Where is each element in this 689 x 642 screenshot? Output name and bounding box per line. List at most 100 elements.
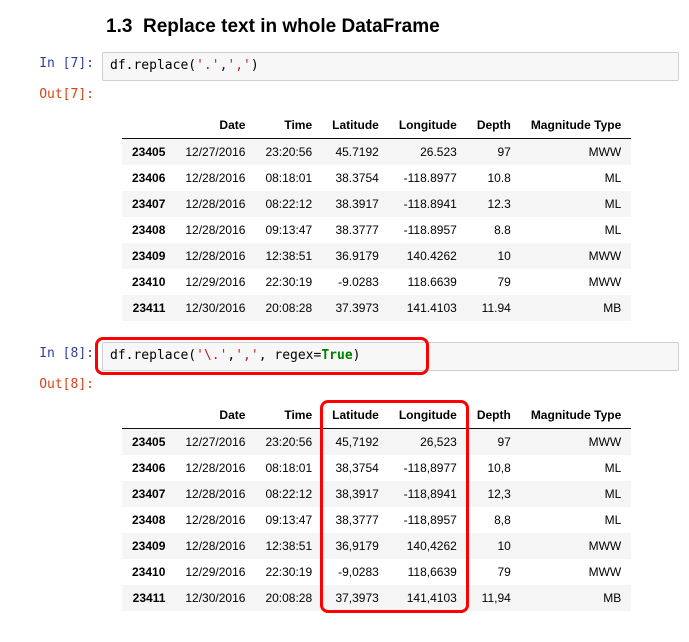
cell: 12/28/2016 [175,455,255,481]
cell: 38.3777 [322,217,389,243]
cell: MWW [521,269,631,295]
cell: 12/28/2016 [175,533,255,559]
cell: 26,523 [389,428,467,455]
cell: 38.3917 [322,191,389,217]
cell: -118.8977 [389,165,467,191]
cell: 38,3754 [322,455,389,481]
cell: 12/30/2016 [175,585,255,611]
cell: 140.4262 [389,243,467,269]
cell: 12/28/2016 [175,165,255,191]
cell: 23:20:56 [255,138,322,165]
output-cell-7: Out[7]: [10,83,679,104]
in-prompt-7: In [7]: [10,52,102,81]
cell: 45.7192 [322,138,389,165]
cell: MB [521,585,631,611]
table-row: 2340712/28/201608:22:1238.3917-118.89411… [122,191,631,217]
cell: 8,8 [467,507,521,533]
output-cell-8: Out[8]: [10,373,679,394]
table-row: 2340912/28/201612:38:5136,9179140,426210… [122,533,631,559]
column-header: Depth [467,112,521,139]
cell: -9.0283 [322,269,389,295]
cell: 12/28/2016 [175,507,255,533]
table-row: 2341012/29/201622:30:19-9.0283118.663979… [122,269,631,295]
cell: 12.3 [467,191,521,217]
cell: 10 [467,533,521,559]
heading-title: Replace text in whole DataFrame [143,16,440,37]
row-index: 23405 [122,428,175,455]
cell: 12/30/2016 [175,295,255,321]
cell: MWW [521,138,631,165]
cell: 79 [467,559,521,585]
table-row: 2340812/28/201609:13:4738.3777-118.89578… [122,217,631,243]
cell: 10 [467,243,521,269]
cell: ML [521,191,631,217]
row-index: 23406 [122,455,175,481]
cell: 141.4103 [389,295,467,321]
row-index: 23410 [122,269,175,295]
cell: -118.8957 [389,217,467,243]
cell: -118.8941 [389,191,467,217]
cell: -118,8957 [389,507,467,533]
cell: 12:38:51 [255,533,322,559]
cell: 12/27/2016 [175,138,255,165]
dataframe-output-7: DateTimeLatitudeLongitudeDepthMagnitude … [122,112,631,321]
code-input-7[interactable]: df.replace('.',',') [102,52,679,81]
cell: ML [521,455,631,481]
code-input-8[interactable]: df.replace('\.',',', regex=True) [102,342,679,371]
cell: MWW [521,559,631,585]
row-index: 23411 [122,585,175,611]
row-index: 23408 [122,217,175,243]
section-heading: 1.3 Replace text in whole DataFrame [106,16,679,38]
cell: 08:22:12 [255,191,322,217]
cell: 23:20:56 [255,428,322,455]
cell: ML [521,507,631,533]
cell: -9,0283 [322,559,389,585]
cell: 36.9179 [322,243,389,269]
table-row: 2340512/27/201623:20:5645,719226,52397MW… [122,428,631,455]
cell: 26.523 [389,138,467,165]
cell: 118.6639 [389,269,467,295]
out-prompt-8: Out[8]: [10,373,102,394]
in-prompt-8: In [8]: [10,342,102,371]
cell: 12/29/2016 [175,559,255,585]
column-header: Date [175,112,255,139]
cell: 45,7192 [322,428,389,455]
cell: 38,3777 [322,507,389,533]
cell: ML [521,165,631,191]
cell: 12:38:51 [255,243,322,269]
cell: MB [521,295,631,321]
cell: -118,8941 [389,481,467,507]
cell: MWW [521,428,631,455]
cell: 12/28/2016 [175,191,255,217]
cell: 12/28/2016 [175,243,255,269]
table-row: 2341012/29/201622:30:19-9,0283118,663979… [122,559,631,585]
row-index: 23409 [122,533,175,559]
cell: 10.8 [467,165,521,191]
table-row: 2341112/30/201620:08:2837.3973141.410311… [122,295,631,321]
column-header: Time [255,112,322,139]
cell: ML [521,481,631,507]
column-header: Magnitude Type [521,112,631,139]
column-header: Time [255,402,322,429]
row-index: 23409 [122,243,175,269]
column-header: Depth [467,402,521,429]
out-prompt-7: Out[7]: [10,83,102,104]
cell: 38.3754 [322,165,389,191]
cell: 37,3973 [322,585,389,611]
cell: 11.94 [467,295,521,321]
cell: 08:18:01 [255,165,322,191]
column-header: Longitude [389,112,467,139]
cell: 22:30:19 [255,269,322,295]
cell: -118,8977 [389,455,467,481]
cell: 12,3 [467,481,521,507]
cell: 11,94 [467,585,521,611]
input-cell-8: In [8]: df.replace('\.',',', regex=True) [10,342,679,371]
table-row: 2340812/28/201609:13:4738,3777-118,89578… [122,507,631,533]
cell: 8.8 [467,217,521,243]
row-index: 23411 [122,295,175,321]
cell: MWW [521,243,631,269]
cell: 20:08:28 [255,295,322,321]
column-header: Date [175,402,255,429]
cell: 118,6639 [389,559,467,585]
row-index: 23407 [122,191,175,217]
